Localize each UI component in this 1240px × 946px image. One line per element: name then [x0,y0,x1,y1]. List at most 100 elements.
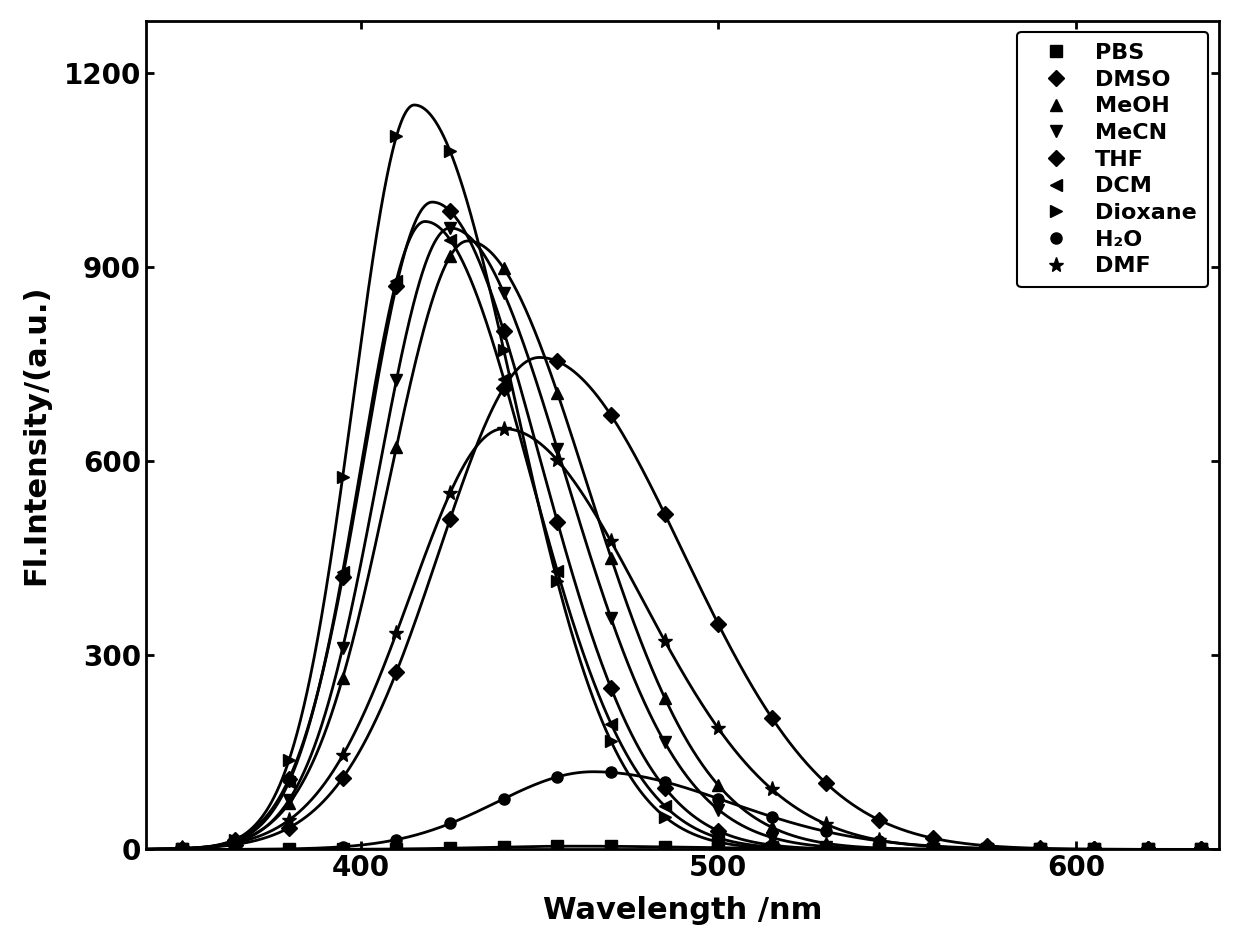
H₂O [818,826,833,837]
Dioxane [228,833,243,845]
MeCN [496,287,511,298]
THF [496,325,511,337]
MeCN [818,841,833,852]
MeCN [389,375,404,386]
PBS [1194,844,1209,855]
DCM [1194,844,1209,855]
H₂O [1140,844,1154,855]
Dioxane [1033,844,1048,855]
DMF [549,454,564,465]
DMSO [818,778,833,789]
Dioxane [281,754,296,765]
Line: DCM: DCM [176,234,1207,855]
Line: MeCN: MeCN [176,222,1207,855]
MeCN [604,613,619,624]
MeCN [657,737,672,748]
DMF [818,818,833,830]
DCM [1086,844,1101,855]
PBS [389,843,404,854]
DMF [389,627,404,639]
H₂O [711,793,725,804]
Y-axis label: Fl.Intensity/(a.u.): Fl.Intensity/(a.u.) [21,285,50,586]
DCM [335,566,350,577]
X-axis label: Wavelength /nm: Wavelength /nm [543,896,822,925]
DMF [711,723,725,734]
DMF [335,749,350,761]
H₂O [496,793,511,804]
DMSO [228,839,243,850]
Dioxane [711,836,725,848]
PBS [281,844,296,855]
DCM [872,844,887,855]
Dioxane [175,843,190,854]
THF [1140,844,1154,855]
DMSO [443,514,458,525]
DCM [980,844,994,855]
DMSO [496,382,511,394]
DMSO [925,832,940,844]
MeCN [281,795,296,806]
Dioxane [657,811,672,822]
Dioxane [1140,844,1154,855]
H₂O [1033,844,1048,855]
H₂O [980,843,994,854]
MeOH [657,692,672,704]
MeOH [925,844,940,855]
MeCN [872,843,887,854]
DCM [228,835,243,847]
Dioxane [604,736,619,747]
THF [443,205,458,217]
PBS [818,843,833,854]
DMSO [1194,844,1209,855]
PBS [872,844,887,855]
Line: DMSO: DMSO [176,356,1207,855]
DCM [443,234,458,245]
DCM [711,832,725,844]
THF [1033,844,1048,855]
MeCN [765,832,780,843]
DMF [496,423,511,434]
DMSO [335,772,350,783]
H₂O [228,844,243,855]
MeOH [549,387,564,398]
PBS [496,841,511,852]
DCM [818,844,833,855]
Dioxane [549,575,564,587]
DCM [389,275,404,287]
DMF [228,837,243,849]
PBS [765,843,780,854]
Line: H₂O: H₂O [176,767,1207,855]
DCM [496,373,511,384]
DMSO [281,822,296,833]
DCM [765,841,780,852]
H₂O [335,841,350,852]
DMF [1140,844,1154,855]
PBS [1033,844,1048,855]
MeCN [1086,844,1101,855]
MeOH [335,672,350,683]
MeCN [1033,844,1048,855]
H₂O [443,817,458,829]
THF [175,843,190,854]
Line: DMF: DMF [174,421,1209,857]
PBS [175,844,190,855]
MeOH [281,797,296,809]
MeOH [389,441,404,452]
MeCN [549,444,564,455]
DMF [443,487,458,499]
Line: Dioxane: Dioxane [176,131,1207,855]
H₂O [872,835,887,847]
MeOH [1194,844,1209,855]
Line: PBS: PBS [176,841,1207,855]
MeOH [496,263,511,274]
Dioxane [335,471,350,482]
Dioxane [1194,844,1209,855]
MeCN [335,642,350,654]
THF [335,571,350,583]
DMF [872,834,887,846]
Line: MeOH: MeOH [176,251,1207,855]
THF [980,844,994,855]
THF [711,825,725,836]
MeOH [872,842,887,853]
DMSO [711,619,725,630]
